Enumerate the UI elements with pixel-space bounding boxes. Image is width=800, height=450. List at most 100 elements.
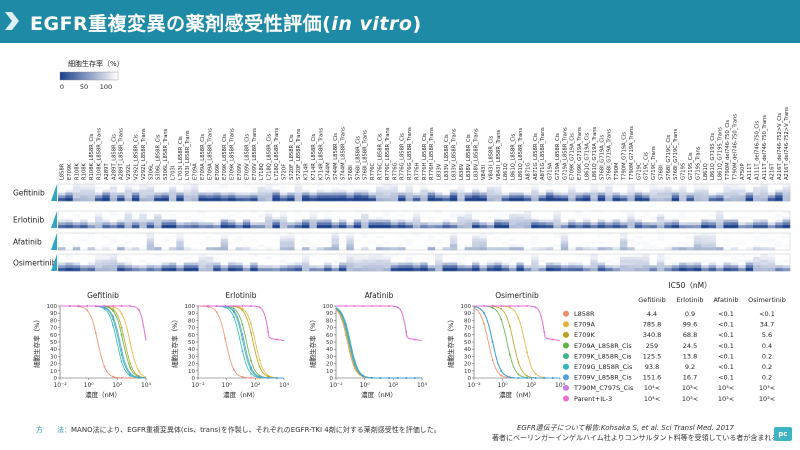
heatmap-cell	[168, 219, 177, 223]
heatmap-cell	[553, 262, 562, 266]
heatmap-cell	[272, 265, 281, 269]
heatmap-cell	[242, 244, 251, 248]
methods-footnote: 方 法：MANO法により、EGFR重複変異体(cis、trans)を作製し、それ…	[36, 426, 441, 434]
heatmap-cell	[449, 198, 458, 202]
heatmap-cell	[634, 216, 643, 220]
heatmap-cell	[124, 222, 133, 226]
page-title: EGFR重複変異の薬剤感受性評価(in vitro)	[30, 13, 422, 35]
heatmap-cell	[701, 247, 709, 251]
heatmap-cell	[686, 189, 695, 193]
heatmap-cell	[464, 225, 473, 229]
heatmap-cell	[656, 189, 665, 193]
heatmap-cell	[582, 213, 591, 217]
heatmap-cell	[494, 256, 502, 260]
heatmap-cell	[272, 244, 281, 248]
heatmap-cell	[250, 192, 258, 196]
heatmap-cell	[353, 265, 362, 269]
heatmap-cell	[176, 235, 184, 239]
heatmap-cell	[353, 254, 362, 258]
heatmap-cell	[257, 268, 266, 272]
heatmap-cell	[72, 211, 81, 215]
heatmap-cell	[693, 219, 702, 223]
heatmap-cell	[442, 241, 451, 245]
heatmap-cell	[671, 222, 680, 226]
heatmap-cell	[568, 265, 576, 269]
heatmap-cell	[242, 192, 251, 196]
heatmap-cell	[257, 211, 266, 215]
heatmap-cell	[582, 211, 591, 215]
heatmap-cell	[671, 211, 680, 215]
y-tick-label: 0	[192, 376, 196, 382]
heatmap-cell	[767, 244, 776, 248]
heatmap-cell	[131, 198, 140, 202]
heatmap-cell	[117, 222, 125, 226]
heatmap-cell	[472, 222, 480, 226]
heatmap-cell	[161, 211, 170, 215]
heatmap-cell	[242, 262, 251, 266]
heatmap-cell	[531, 268, 539, 272]
heatmap-cell	[279, 186, 288, 190]
heatmap-cell	[612, 222, 621, 226]
heatmap-cell	[383, 195, 392, 199]
heatmap-cell	[708, 195, 717, 199]
heatmap-cell	[605, 259, 613, 263]
heatmap-cell	[531, 186, 539, 190]
heatmap-cell	[250, 186, 258, 190]
heatmap-cell	[383, 219, 392, 223]
heatmap-cell	[361, 241, 369, 245]
heatmap-cell	[131, 189, 140, 193]
heatmap-cell	[568, 211, 576, 215]
heatmap-cell	[730, 222, 739, 226]
heatmap-cell	[338, 247, 347, 251]
heatmap-cell	[553, 235, 562, 239]
heatmap-cell	[775, 235, 783, 239]
heatmap-cell	[582, 195, 591, 199]
heatmap-cell	[220, 189, 229, 193]
heatmap-cell	[716, 192, 724, 196]
heatmap-cell	[627, 222, 636, 226]
heatmap-cell	[605, 184, 613, 188]
heatmap-cell	[302, 213, 310, 217]
heatmap-cell	[205, 211, 214, 215]
heatmap-cell	[649, 184, 658, 188]
heatmap-cell	[324, 198, 332, 202]
heatmap-cell	[664, 265, 672, 269]
heatmap-cell	[760, 216, 769, 220]
heatmap-cell	[605, 198, 613, 202]
y-tick-label: 20	[464, 362, 471, 368]
heatmap-cell	[87, 256, 96, 260]
heatmap-cell	[398, 184, 406, 188]
heatmap-cell	[191, 216, 199, 220]
heatmap-cell	[479, 265, 488, 269]
heatmap-cell	[168, 254, 177, 258]
heatmap-cell	[723, 233, 732, 237]
heatmap-cell	[716, 184, 724, 188]
heatmap-cell	[679, 184, 687, 188]
heatmap-cell	[767, 265, 776, 269]
heatmap-cell	[693, 244, 702, 248]
data-point	[241, 323, 244, 326]
heatmap-cell	[368, 186, 377, 190]
y-tick-label: 90	[326, 311, 333, 317]
heatmap-cell	[531, 189, 539, 193]
ic50-row-label: E709A	[574, 321, 596, 329]
heatmap-cell	[619, 189, 628, 193]
mutant-label: T790M	[614, 162, 620, 181]
heatmap-cell	[627, 244, 636, 248]
mutant-label: S768I_L858R_Cis	[355, 136, 361, 180]
heatmap-cell	[117, 256, 125, 260]
heatmap-cell	[664, 241, 672, 245]
heatmap-cell	[568, 268, 576, 272]
heatmap-cell	[664, 222, 672, 226]
heatmap-cell	[265, 192, 273, 196]
heatmap-cell	[649, 219, 658, 223]
heatmap-cell	[390, 259, 399, 263]
heatmap-cell	[205, 256, 214, 260]
data-point	[534, 377, 537, 379]
heatmap-cell	[671, 192, 680, 196]
heatmap-cell	[198, 219, 207, 223]
heatmap-cell	[265, 254, 273, 258]
mutant-label: R776C_L858R_Cis	[377, 133, 383, 180]
heatmap-cell	[420, 256, 428, 260]
heatmap-cell	[531, 238, 539, 242]
